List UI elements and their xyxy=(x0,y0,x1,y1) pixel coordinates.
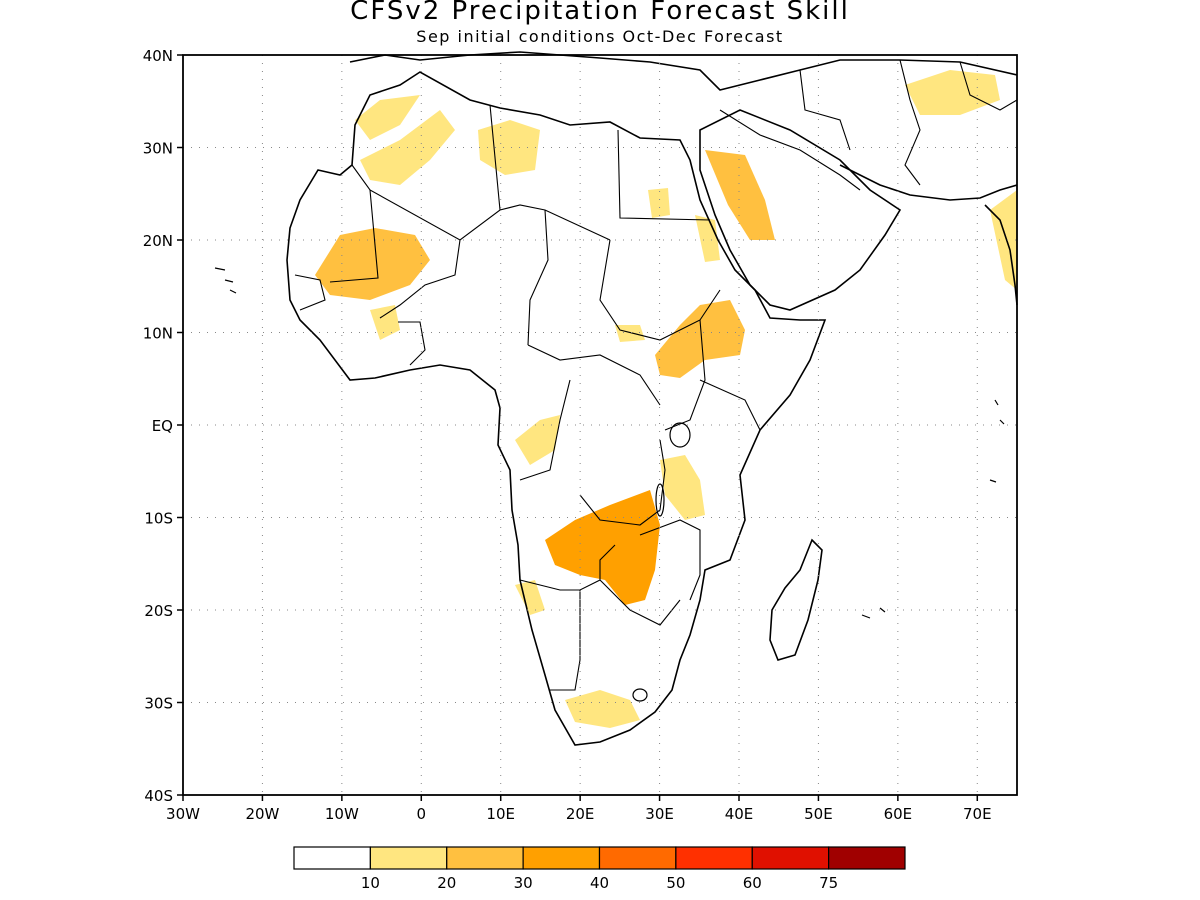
colorbar-swatch xyxy=(369,846,448,870)
iran-gulf-coast xyxy=(839,164,1018,201)
colorbar-swatch xyxy=(751,846,830,870)
skill-area-zambia-angola xyxy=(545,490,660,605)
lat-tick-label: 20N xyxy=(143,232,173,250)
lat-tick-label: 20S xyxy=(144,602,173,620)
colorbar-swatch xyxy=(522,846,601,870)
colorbar-swatch xyxy=(828,846,906,870)
skill-shading xyxy=(315,70,1017,728)
lat-tick-label: 30N xyxy=(143,140,173,158)
skill-area-west-africa-coast xyxy=(370,305,400,340)
lon-tick-label: 10E xyxy=(486,805,515,823)
colorbar: 10 20 30 40 50 60 75 xyxy=(293,846,906,892)
skill-area-ethiopia-highlands xyxy=(655,300,745,378)
madagascar-outline xyxy=(769,538,823,661)
lon-tick-label: 0 xyxy=(417,805,427,823)
colorbar-label: 60 xyxy=(743,874,762,892)
lat-tick-label: 40S xyxy=(144,787,173,805)
skill-area-iran-afghanistan xyxy=(905,70,1000,115)
map-title: CFSv2 Precipitation Forecast Skill xyxy=(350,0,850,26)
graticule xyxy=(183,55,1017,795)
skill-area-arabia-west xyxy=(705,150,775,240)
skill-area-congo-gabon xyxy=(515,415,560,465)
eurasia-north-coast xyxy=(349,51,1018,91)
lat-tick-label: 10S xyxy=(144,510,173,528)
colorbar-swatch xyxy=(675,846,753,870)
colorbar-label: 10 xyxy=(361,874,380,892)
lon-tick-label: 40E xyxy=(725,805,754,823)
lat-tick-label: 10N xyxy=(143,325,173,343)
colorbar-label: 40 xyxy=(590,874,609,892)
africa-coastline xyxy=(286,71,827,746)
map-subtitle: Sep initial conditions Oct-Dec Forecast xyxy=(416,27,784,46)
lakes-islands xyxy=(214,267,1005,702)
skill-area-tanzania-kenya xyxy=(660,455,705,520)
colorbar-swatch xyxy=(293,846,371,870)
lat-tick-label: 30S xyxy=(144,695,173,713)
arabia-outline xyxy=(699,109,902,311)
lon-tick-label: 30W xyxy=(166,805,200,823)
skill-area-india-west xyxy=(990,190,1017,290)
colorbar-swatch xyxy=(446,846,524,870)
lon-tick-label: 70E xyxy=(963,805,992,823)
lon-tick-label: 30E xyxy=(645,805,674,823)
india-coast xyxy=(984,204,1018,306)
axes: 30W 20W 10W 0 10E 20E 30E 40E 50E 60E 70E 40N 30N 20N… xyxy=(143,47,992,823)
skill-area-libya-west xyxy=(478,120,540,175)
lon-tick-label: 10W xyxy=(325,805,359,823)
coastline xyxy=(286,51,1018,746)
skill-area-chad-north xyxy=(648,188,670,218)
colorbar-label: 30 xyxy=(514,874,533,892)
lat-tick-label: 40N xyxy=(143,47,173,65)
skill-area-south-sudan xyxy=(615,325,645,342)
lat-tick-label: EQ xyxy=(152,417,173,435)
skill-area-south-africa-coast xyxy=(565,690,640,728)
colorbar-label: 20 xyxy=(437,874,456,892)
skill-area-northwest-africa-atlas xyxy=(355,95,420,140)
skill-area-mauritania-mali xyxy=(315,228,430,300)
colorbar-swatch xyxy=(598,846,677,870)
country-borders xyxy=(294,59,1018,691)
lon-tick-label: 60E xyxy=(884,805,913,823)
lon-tick-label: 50E xyxy=(804,805,833,823)
colorbar-label: 50 xyxy=(666,874,685,892)
skill-area-egypt-red-sea xyxy=(695,215,720,262)
colorbar-label: 75 xyxy=(819,874,838,892)
lon-tick-label: 20W xyxy=(245,805,279,823)
lon-tick-label: 20E xyxy=(566,805,595,823)
